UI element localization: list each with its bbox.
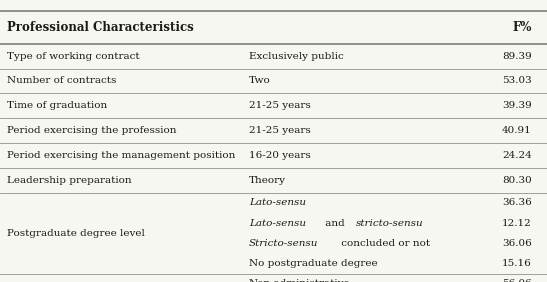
Text: 16-20 years: 16-20 years	[249, 151, 311, 160]
Text: 36.06: 36.06	[502, 239, 532, 248]
Text: Lato-sensu: Lato-sensu	[249, 219, 306, 228]
Text: Professional Characteristics: Professional Characteristics	[7, 21, 193, 34]
Text: Exclusively public: Exclusively public	[249, 52, 344, 61]
Text: Time of graduation: Time of graduation	[7, 101, 107, 110]
Text: Lato-sensu: Lato-sensu	[249, 198, 306, 207]
Text: 36.36: 36.36	[502, 198, 532, 207]
Text: Postgraduate degree level: Postgraduate degree level	[7, 229, 144, 238]
Text: and: and	[322, 219, 348, 228]
Text: 15.16: 15.16	[502, 259, 532, 268]
Text: 89.39: 89.39	[502, 52, 532, 61]
Text: Theory: Theory	[249, 176, 286, 185]
Text: Stricto-sensu: Stricto-sensu	[249, 239, 318, 248]
Text: 39.39: 39.39	[502, 101, 532, 110]
Text: 40.91: 40.91	[502, 126, 532, 135]
Text: concluded or not: concluded or not	[339, 239, 430, 248]
Text: 21-25 years: 21-25 years	[249, 101, 311, 110]
Text: 53.03: 53.03	[502, 76, 532, 85]
Text: 24.24: 24.24	[502, 151, 532, 160]
Text: Two: Two	[249, 76, 271, 85]
Text: Period exercising the profession: Period exercising the profession	[7, 126, 176, 135]
Text: Number of contracts: Number of contracts	[7, 76, 116, 85]
Text: Leadership preparation: Leadership preparation	[7, 176, 131, 185]
Text: 80.30: 80.30	[502, 176, 532, 185]
Text: No postgraduate degree: No postgraduate degree	[249, 259, 377, 268]
Text: stricto-sensu: stricto-sensu	[356, 219, 423, 228]
Text: Period exercising the management position: Period exercising the management positio…	[7, 151, 235, 160]
Text: Non-administrative: Non-administrative	[249, 279, 351, 282]
Text: 21-25 years: 21-25 years	[249, 126, 311, 135]
Text: 56.06: 56.06	[502, 279, 532, 282]
Text: 12.12: 12.12	[502, 219, 532, 228]
Text: Type of working contract: Type of working contract	[7, 52, 139, 61]
Text: F%: F%	[513, 21, 532, 34]
